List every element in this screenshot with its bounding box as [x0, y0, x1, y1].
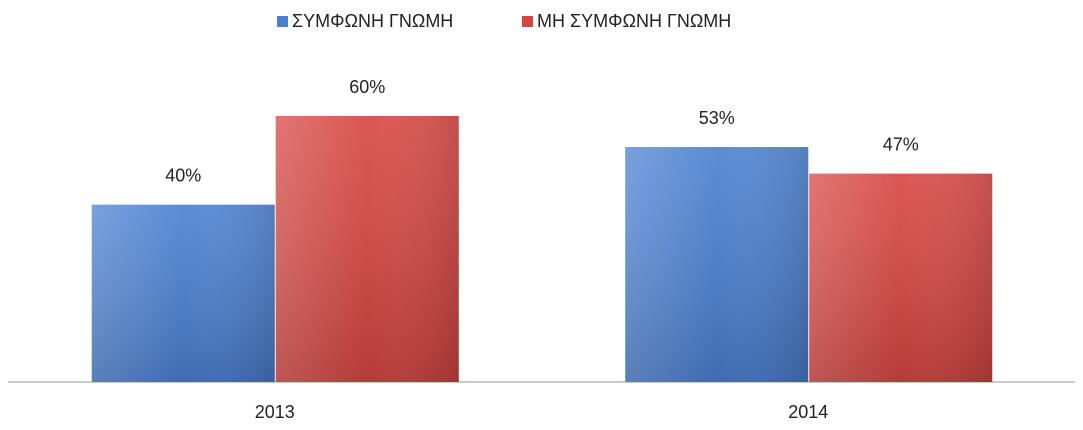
- legend-swatch: [522, 16, 533, 27]
- bar-shade: [91, 204, 275, 382]
- x-tick-label: 2014: [788, 402, 828, 422]
- legend-label: ΣΥΜΦΩΝΗ ΓΝΩΜΗ: [292, 11, 453, 31]
- data-label: 47%: [883, 134, 919, 154]
- legend-label: ΜΗ ΣΥΜΦΩΝΗ ΓΝΩΜΗ: [537, 11, 731, 31]
- bar-shade: [809, 173, 993, 382]
- data-label: 40%: [165, 165, 201, 185]
- bar-shade: [275, 116, 459, 382]
- data-label: 53%: [699, 108, 735, 128]
- bar-shade: [625, 147, 809, 382]
- data-label: 60%: [349, 77, 385, 97]
- x-tick-label: 2013: [255, 402, 295, 422]
- legend-swatch: [277, 16, 288, 27]
